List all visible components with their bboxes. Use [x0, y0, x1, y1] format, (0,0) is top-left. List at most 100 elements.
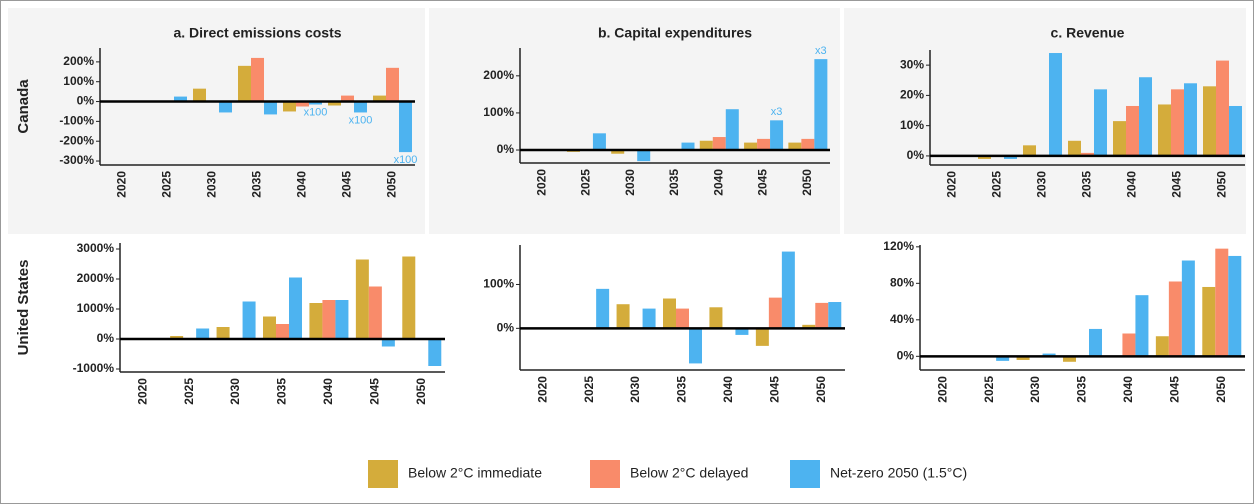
bar [335, 300, 349, 339]
bar [296, 101, 309, 107]
bar [1004, 155, 1017, 159]
annotation: x3 [771, 106, 783, 118]
x-tick-label: 2040 [321, 378, 335, 405]
x-tick-label: 2030 [205, 171, 219, 198]
y-tick-label: 3000% [77, 241, 115, 255]
bar [196, 328, 210, 339]
y-tick-label: -200% [59, 133, 94, 147]
y-tick-label: -1000% [73, 361, 115, 375]
x-tick-label: 2050 [800, 169, 814, 196]
bar [170, 336, 184, 339]
bar [322, 300, 336, 339]
panel-bg [8, 8, 425, 234]
x-tick-label: 2020 [135, 378, 149, 405]
x-tick-label: 2035 [667, 169, 681, 196]
bar [770, 120, 784, 151]
x-tick-label: 2020 [935, 376, 949, 403]
x-tick-label: 2035 [250, 171, 264, 198]
bar [757, 138, 771, 151]
bar [373, 95, 386, 102]
bar [768, 297, 782, 329]
bar [712, 137, 726, 151]
legend-swatch [790, 460, 820, 488]
bar [815, 302, 829, 329]
x-tick-label: 2035 [675, 376, 689, 403]
y-tick-label: 0% [77, 94, 95, 108]
x-tick-label: 2045 [368, 378, 382, 405]
bar [663, 298, 676, 329]
bar [725, 109, 739, 151]
bar [1063, 356, 1076, 362]
bar [1135, 295, 1149, 357]
bar [341, 95, 354, 102]
bar [1155, 336, 1169, 357]
bar [642, 308, 656, 329]
y-tick-label: -300% [59, 153, 94, 167]
bar [735, 328, 749, 335]
y-tick-label: 0% [497, 321, 515, 335]
y-tick-label: 120% [883, 239, 914, 253]
bar [689, 328, 702, 364]
bar [381, 339, 395, 347]
x-tick-label: 2030 [1035, 171, 1049, 198]
y-tick-label: 0% [907, 148, 925, 162]
x-tick-label: 2030 [628, 376, 642, 403]
bar [802, 324, 816, 329]
x-tick-label: 2025 [582, 376, 596, 403]
bar [1068, 140, 1081, 156]
x-tick-label: 2045 [768, 376, 782, 403]
bar [283, 101, 296, 112]
legend-label: Below 2°C delayed [630, 465, 748, 481]
bar [788, 142, 802, 151]
y-tick-label: 200% [63, 54, 94, 68]
x-tick-label: 2025 [990, 171, 1004, 198]
x-tick-label: 2020 [945, 171, 959, 198]
bar [1122, 333, 1136, 357]
bar [1181, 260, 1195, 357]
bar [1203, 86, 1216, 156]
bar [1081, 152, 1094, 156]
bar [978, 155, 991, 159]
y-tick-label: 40% [890, 312, 914, 326]
x-tick-label: 2035 [275, 378, 289, 405]
bar [1089, 328, 1102, 357]
bar [386, 67, 399, 102]
y-tick-label: 1000% [77, 301, 115, 315]
bar [264, 101, 277, 115]
bar [828, 302, 842, 329]
bar [681, 142, 695, 151]
x-tick-label: 2025 [182, 378, 196, 405]
bar [1216, 60, 1229, 156]
bar [592, 133, 606, 151]
bar [1171, 89, 1184, 156]
x-tick-label: 2045 [1168, 376, 1182, 403]
bar [637, 150, 651, 162]
bar [611, 150, 625, 154]
row-label: Canada [15, 79, 32, 134]
y-tick-label: 100% [483, 105, 514, 119]
x-tick-label: 2050 [385, 171, 399, 198]
y-tick-label: 100% [63, 74, 94, 88]
panel-title: a. Direct emissions costs [173, 25, 341, 41]
bar [263, 316, 276, 339]
y-tick-label: 0% [97, 331, 115, 345]
legend-swatch [590, 460, 620, 488]
x-tick-label: 2035 [1080, 171, 1094, 198]
bar [814, 59, 828, 151]
bar [1228, 255, 1242, 357]
y-tick-label: 10% [900, 118, 924, 132]
x-tick-label: 2030 [228, 378, 242, 405]
bar [276, 324, 289, 339]
bar [1158, 104, 1171, 156]
bar [1139, 77, 1152, 156]
bar [309, 101, 322, 105]
bar [1168, 281, 1182, 357]
bar [1113, 121, 1126, 156]
bar [368, 286, 382, 339]
bar [996, 356, 1010, 361]
bar [399, 101, 412, 153]
bar [289, 277, 302, 339]
bar [1215, 248, 1229, 357]
bar [219, 101, 232, 113]
